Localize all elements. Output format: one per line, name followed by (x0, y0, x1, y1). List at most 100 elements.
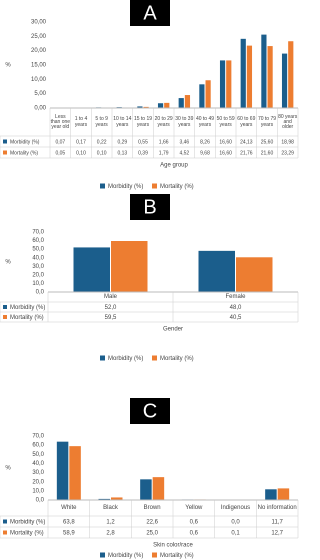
value-label: 8,26 (200, 139, 210, 145)
y-tick-label: 60,0 (32, 443, 44, 449)
bar (198, 250, 235, 292)
bar (143, 106, 149, 108)
legend-key (152, 355, 157, 361)
y-tick-label: 20,0 (32, 479, 44, 485)
row-key (3, 315, 7, 319)
x-category-label-box: 70 to 79 years (258, 117, 276, 128)
y-tick-label: 50,0 (32, 452, 44, 458)
bar (140, 479, 152, 500)
value-label: 0,05 (55, 150, 65, 156)
x-category-label: Less than one year old (50, 113, 71, 131)
value-label: 25,0 (146, 531, 158, 537)
y-axis-title: % (5, 63, 11, 69)
y-axis-title: % (5, 260, 11, 266)
value-label: 0,0 (231, 520, 240, 526)
row-label: Mortality (%) (10, 150, 38, 156)
legend-key (100, 183, 105, 189)
legend-key (152, 183, 157, 189)
bar (281, 53, 288, 108)
bar (236, 257, 273, 292)
bar (56, 441, 69, 500)
value-label: 1,66 (159, 139, 169, 145)
x-category-label-box: Less than one year old (50, 113, 71, 131)
x-category-label: 1 to 4 years (74, 116, 88, 128)
x-category-label-box: 10 to 14 years (113, 117, 131, 128)
x-category-label-box: Female (225, 294, 245, 300)
value-label: 25,60 (261, 139, 274, 145)
y-tick-label: 10,0 (32, 488, 44, 494)
x-category-label-box: 5 to 9 years (95, 116, 108, 128)
bar (226, 60, 232, 108)
value-label: 58,9 (63, 531, 75, 537)
x-category-label-box: 60 to 69 years (237, 117, 255, 128)
row-label: Morbidity (%) (10, 520, 45, 526)
value-label: 40,5 (230, 315, 242, 321)
value-label: 22,6 (146, 520, 158, 526)
x-category-label: 5 to 9 years (95, 116, 108, 128)
value-label: 0,13 (117, 150, 127, 156)
x-category-label-box: 15 to 19 years (133, 116, 153, 128)
panel-label-box (130, 194, 170, 220)
bar (111, 241, 148, 292)
value-label: 0,39 (138, 150, 148, 156)
bar (164, 102, 170, 108)
x-category-label-box: 50 to 59 years (216, 116, 235, 128)
y-tick-label: 15,00 (31, 63, 47, 69)
bar (288, 41, 294, 108)
value-label: 0,6 (190, 520, 199, 526)
value-label: 0,10 (76, 150, 86, 156)
y-tick-label: 70,0 (32, 230, 44, 236)
x-category-label: 80 years and older (278, 113, 298, 131)
x-category-label-box: 80 years and older (278, 113, 298, 131)
bar (240, 38, 246, 108)
bar (137, 106, 143, 108)
y-tick-label: 40,0 (32, 461, 44, 467)
y-tick-label: 30,00 (31, 20, 47, 26)
y-tick-label: 70,0 (32, 434, 44, 440)
x-category-label: 50 to 59 years (216, 116, 235, 128)
row-key (3, 519, 7, 524)
bar (277, 488, 290, 500)
value-label: 24,13 (240, 139, 253, 145)
bar (205, 80, 211, 108)
value-label: 0,55 (138, 139, 148, 145)
value-label: 0,29 (117, 139, 127, 145)
x-category-label: Brown (143, 505, 161, 512)
y-tick-label: 0,0 (36, 290, 45, 296)
bar (178, 98, 184, 108)
figure: A% 0,00 5,00 10,00 15,00 20,00 25,00 30,00 Less … (0, 0, 299, 559)
row-key (3, 139, 7, 144)
row-label: Morbidity (%) (10, 139, 40, 145)
value-label: 16,60 (219, 150, 232, 156)
bar (265, 489, 277, 500)
x-category-label-box: Black (103, 505, 118, 511)
x-category-label: 40 to 49 years (195, 116, 215, 128)
x-category-label-box: 40 to 49 years (195, 116, 215, 128)
value-label: 0,22 (97, 139, 107, 145)
x-category-label: Male (103, 294, 117, 301)
x-category-label: 15 to 19 years (133, 116, 153, 128)
value-label: 12,7 (271, 531, 283, 537)
y-tick-label: 60,0 (32, 238, 44, 244)
value-label: 4,52 (179, 150, 189, 156)
value-label: 3,46 (179, 139, 189, 145)
y-tick-label: 10,0 (32, 281, 44, 287)
x-category-label-box: White (61, 505, 76, 511)
value-label: 0,10 (97, 150, 107, 156)
row-key (3, 530, 7, 535)
value-label: 0,17 (76, 139, 86, 145)
y-tick-label: 25,00 (31, 34, 47, 40)
panel-label: A (143, 2, 157, 24)
bar (73, 247, 110, 292)
y-tick-label: 20,00 (31, 48, 47, 54)
x-category-label-box: No information (258, 505, 297, 511)
value-label: 63,8 (63, 520, 75, 526)
x-category-label-box: Male (103, 294, 117, 301)
x-category-label: 20 to 29 years (154, 116, 173, 128)
value-label: 21,60 (261, 150, 274, 156)
legend-key (100, 552, 105, 558)
bar (219, 60, 226, 108)
value-label: 0,07 (55, 139, 65, 145)
y-tick-label: 40,0 (32, 255, 44, 261)
panel-label: C (143, 400, 157, 422)
